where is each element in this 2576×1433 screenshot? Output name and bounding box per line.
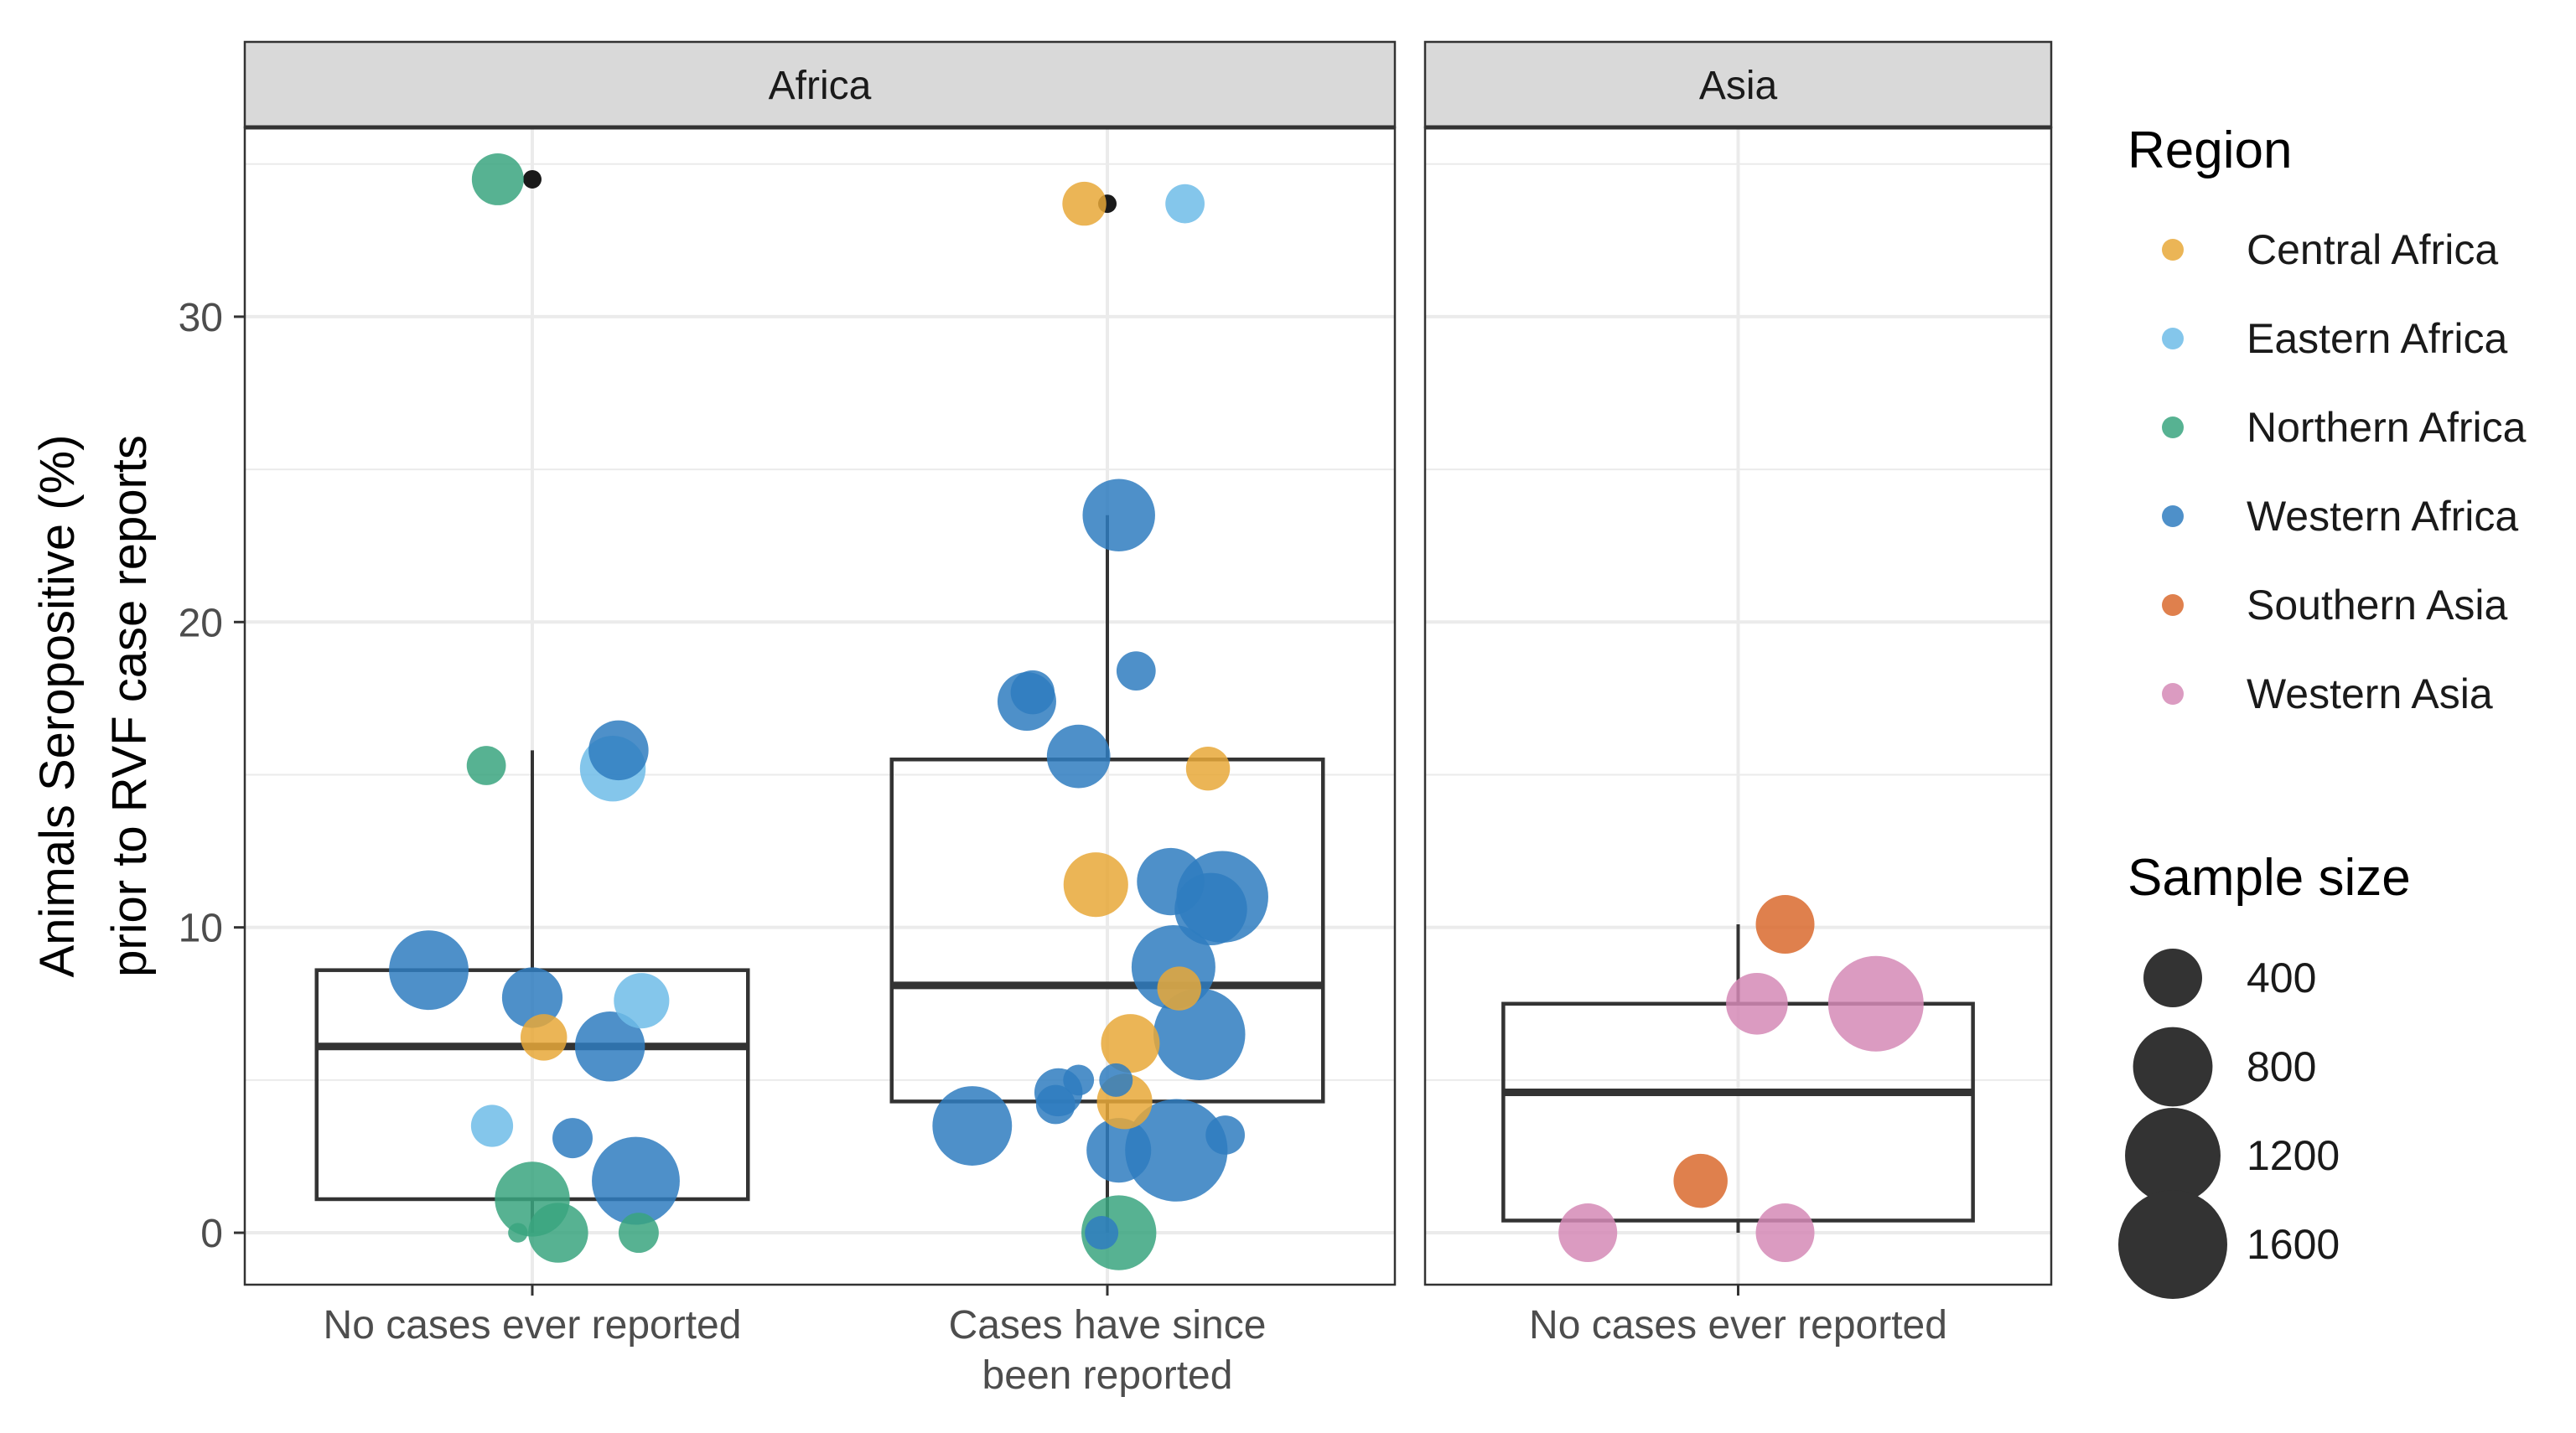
data-point [932,1086,1013,1166]
data-point [1125,1099,1228,1202]
data-point [1063,852,1128,918]
legend: Region Central Africa Eastern Africa Northe… [2118,122,2527,1299]
data-point [1165,184,1205,224]
data-point [1082,479,1155,552]
facet-strip [243,40,1397,129]
legend-label-region: Central Africa [2247,226,2498,273]
x-tick-label: Cases have since [949,1303,1267,1348]
data-point [1116,651,1156,691]
panel-border [243,126,1397,1286]
data-point [1185,746,1231,791]
facet-panel-asia: Asia No cases ever reported [1423,40,2053,1348]
facet-title: Africa [769,64,872,108]
outlier-point [523,169,542,189]
data-point [1062,181,1107,226]
data-point [1157,966,1201,1011]
legend-key-region [2162,683,2184,705]
x-tick-label: No cases ever reported [1529,1303,1947,1348]
data-point [1035,1084,1075,1125]
legend-label-region: Southern Asia [2247,582,2508,629]
legend-key-size [2143,949,2202,1007]
legend-label-region: Northern Africa [2247,404,2527,451]
legend-key-size [2125,1108,2221,1203]
data-point [552,1118,593,1159]
data-point [1205,1115,1246,1155]
data-point [1086,1118,1152,1183]
data-point [618,1213,659,1254]
data-point [574,1011,645,1082]
legend-title-region: Region [2128,122,2292,179]
legend-key-region [2162,328,2184,349]
legend-key-region [2162,594,2184,616]
legend-title-sample-size: Sample size [2128,849,2411,907]
x-tick-label: No cases ever reported [324,1303,742,1348]
legend-label-size: 1600 [2247,1221,2340,1268]
data-point [588,720,649,781]
data-point [1755,1203,1815,1263]
legend-label-size: 800 [2247,1043,2316,1090]
data-point [1558,1203,1618,1263]
data-point [614,973,670,1029]
x-tick-label: been reported [982,1353,1233,1398]
data-point [1101,1014,1160,1073]
y-tick-label: 30 [179,296,223,340]
data-point [1010,670,1055,715]
data-point [1099,1063,1133,1097]
data-point [466,746,506,785]
data-point [389,930,469,1011]
facet-strip [1423,40,2053,129]
legend-key-region [2162,505,2184,527]
data-point [470,1104,514,1147]
y-tick-label: 0 [200,1212,223,1256]
y-axis-title: Animals Seropositive (%) [30,435,85,978]
legend-key-region [2162,416,2184,438]
y-tick-label: 10 [179,907,223,951]
y-axis-title: prior to RVF case reports [102,435,157,977]
y-tick-label: 20 [179,601,223,645]
legend-key-size [2133,1027,2213,1107]
data-point [592,1136,680,1225]
data-point [1046,724,1111,789]
data-point [528,1203,588,1263]
legend-label-region: Eastern Africa [2247,315,2507,362]
data-point [1726,972,1788,1035]
legend-key-region [2162,239,2184,261]
data-point [1063,1064,1095,1096]
data-point [501,967,563,1028]
legend-label-size: 400 [2247,954,2316,1001]
data-point [1673,1153,1728,1208]
data-point [1755,895,1815,954]
data-point [508,1223,528,1243]
data-point [1081,1195,1157,1270]
legend-label-size: 1200 [2247,1132,2340,1179]
data-point [520,1014,568,1061]
legend-key-size [2118,1190,2227,1299]
data-point [1153,988,1246,1080]
data-point [471,153,524,205]
legend-label-region: Western Africa [2247,493,2518,540]
legend-label-region: Western Asia [2247,670,2493,717]
data-point [1137,847,1205,916]
data-point [1827,955,1924,1052]
data-point [1085,1216,1119,1250]
y-axis: 0 10 20 30 Animals Seropositive (%) prior to … [30,296,245,1256]
facet-panel-africa: Africa No cases ever reported Cases have s… [243,40,1397,1398]
facet-title: Asia [1699,64,1778,108]
